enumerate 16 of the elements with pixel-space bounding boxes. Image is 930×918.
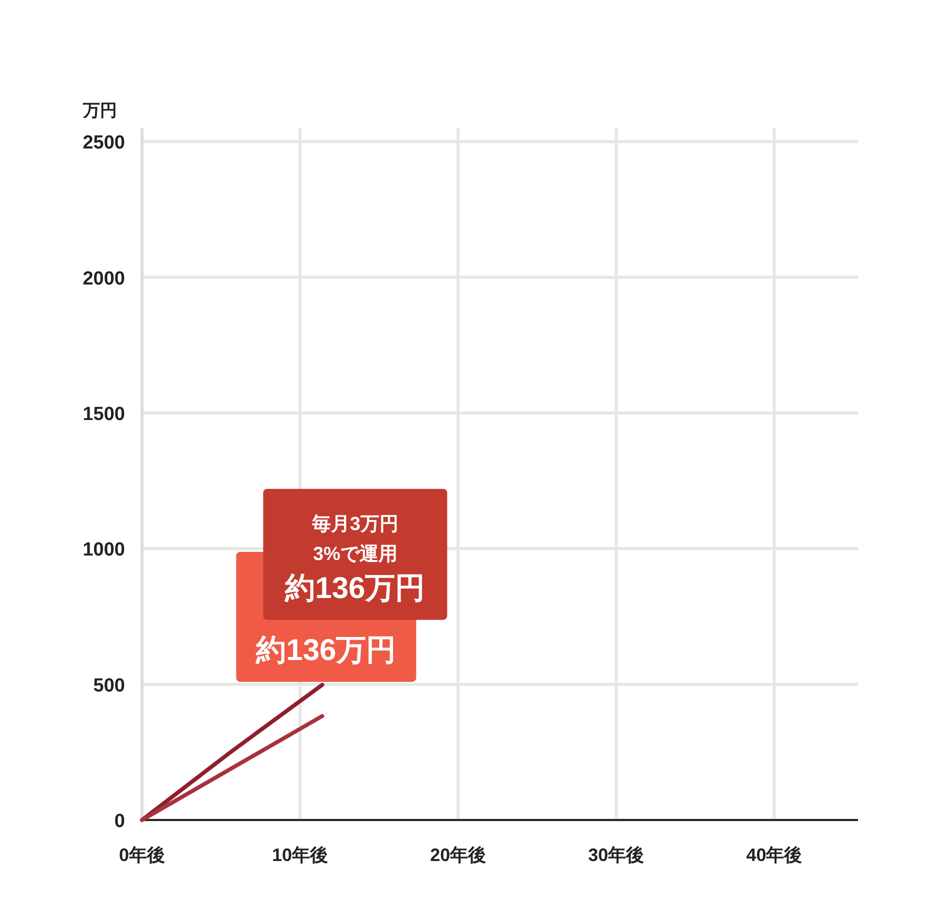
y-tick-label: 2500 xyxy=(82,132,125,154)
y-tick-label: 0 xyxy=(114,811,125,832)
y-tick-label: 1000 xyxy=(82,540,125,561)
x-tick-label: 10年後 xyxy=(272,845,328,865)
annotation: 3%で運用 xyxy=(312,544,398,565)
annotation: 毎月3万円 xyxy=(310,514,398,535)
y-tick-label: 500 xyxy=(93,675,125,696)
x-tick-label: 30年後 xyxy=(588,845,644,865)
y-axis-title: 万円 xyxy=(82,101,117,120)
x-tick-label: 0年後 xyxy=(118,845,166,865)
annotation: 約136万円 xyxy=(284,572,426,605)
annotation: 約136万円 xyxy=(255,634,396,667)
y-tick-label: 2000 xyxy=(82,268,125,290)
x-tick-label: 40年後 xyxy=(746,845,802,865)
x-tick-label: 20年後 xyxy=(430,845,486,865)
y-tick-label: 1500 xyxy=(82,404,125,425)
